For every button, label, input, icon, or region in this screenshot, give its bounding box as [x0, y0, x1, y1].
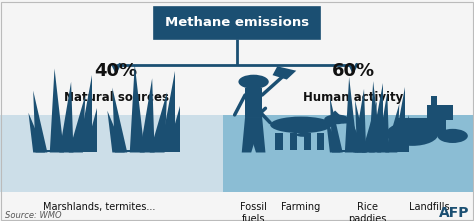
Text: 40%: 40% — [95, 62, 137, 80]
Bar — [427, 105, 453, 120]
Polygon shape — [112, 88, 127, 152]
Text: Human activity: Human activity — [303, 91, 403, 104]
Polygon shape — [59, 82, 73, 152]
Polygon shape — [150, 92, 167, 152]
Text: Methane emissions: Methane emissions — [165, 16, 309, 29]
Text: Rice
paddies: Rice paddies — [348, 202, 386, 221]
Text: Landfills: Landfills — [409, 202, 449, 212]
Bar — [431, 96, 437, 107]
Polygon shape — [140, 78, 155, 152]
Polygon shape — [326, 117, 340, 152]
Ellipse shape — [340, 120, 350, 124]
Circle shape — [238, 75, 269, 89]
Polygon shape — [330, 110, 340, 115]
Bar — [396, 122, 401, 134]
Polygon shape — [399, 115, 410, 152]
Polygon shape — [245, 117, 265, 152]
Polygon shape — [160, 71, 174, 152]
Ellipse shape — [324, 114, 349, 124]
Polygon shape — [369, 81, 381, 152]
Polygon shape — [50, 69, 64, 152]
Polygon shape — [377, 92, 389, 152]
Bar — [115, 150, 170, 152]
Bar — [304, 133, 311, 150]
Polygon shape — [351, 119, 365, 152]
Polygon shape — [330, 97, 343, 152]
Bar — [357, 150, 401, 152]
Bar — [275, 133, 283, 150]
Text: Farming: Farming — [282, 202, 320, 212]
Polygon shape — [28, 113, 45, 152]
Bar — [223, 115, 474, 192]
Polygon shape — [242, 117, 262, 152]
Bar — [317, 133, 324, 150]
Bar — [398, 118, 446, 134]
Polygon shape — [33, 91, 47, 152]
Text: Source: WMO: Source: WMO — [5, 211, 61, 220]
Polygon shape — [78, 75, 92, 152]
Bar — [0, 115, 223, 192]
Polygon shape — [393, 87, 405, 152]
Text: AFP: AFP — [439, 206, 469, 220]
Polygon shape — [345, 77, 357, 152]
Bar — [332, 150, 379, 152]
FancyBboxPatch shape — [154, 7, 320, 39]
Text: Natural sources: Natural sources — [64, 91, 169, 104]
Text: Fossil
fuels: Fossil fuels — [240, 202, 267, 221]
Text: 60%: 60% — [332, 62, 374, 80]
Bar — [290, 133, 297, 150]
Bar — [245, 88, 262, 117]
Polygon shape — [107, 111, 125, 152]
Polygon shape — [69, 95, 85, 152]
Polygon shape — [385, 104, 399, 152]
Polygon shape — [355, 100, 367, 152]
Polygon shape — [370, 83, 383, 152]
Polygon shape — [377, 113, 387, 152]
Polygon shape — [273, 66, 296, 80]
Ellipse shape — [270, 117, 332, 133]
Circle shape — [438, 129, 468, 143]
Circle shape — [386, 122, 438, 146]
Polygon shape — [167, 106, 180, 152]
Text: Marshlands, termites...: Marshlands, termites... — [43, 202, 156, 212]
Polygon shape — [353, 89, 366, 152]
Bar — [36, 150, 88, 152]
Polygon shape — [130, 64, 145, 152]
Polygon shape — [85, 108, 97, 152]
Ellipse shape — [296, 133, 310, 137]
Polygon shape — [362, 101, 377, 152]
